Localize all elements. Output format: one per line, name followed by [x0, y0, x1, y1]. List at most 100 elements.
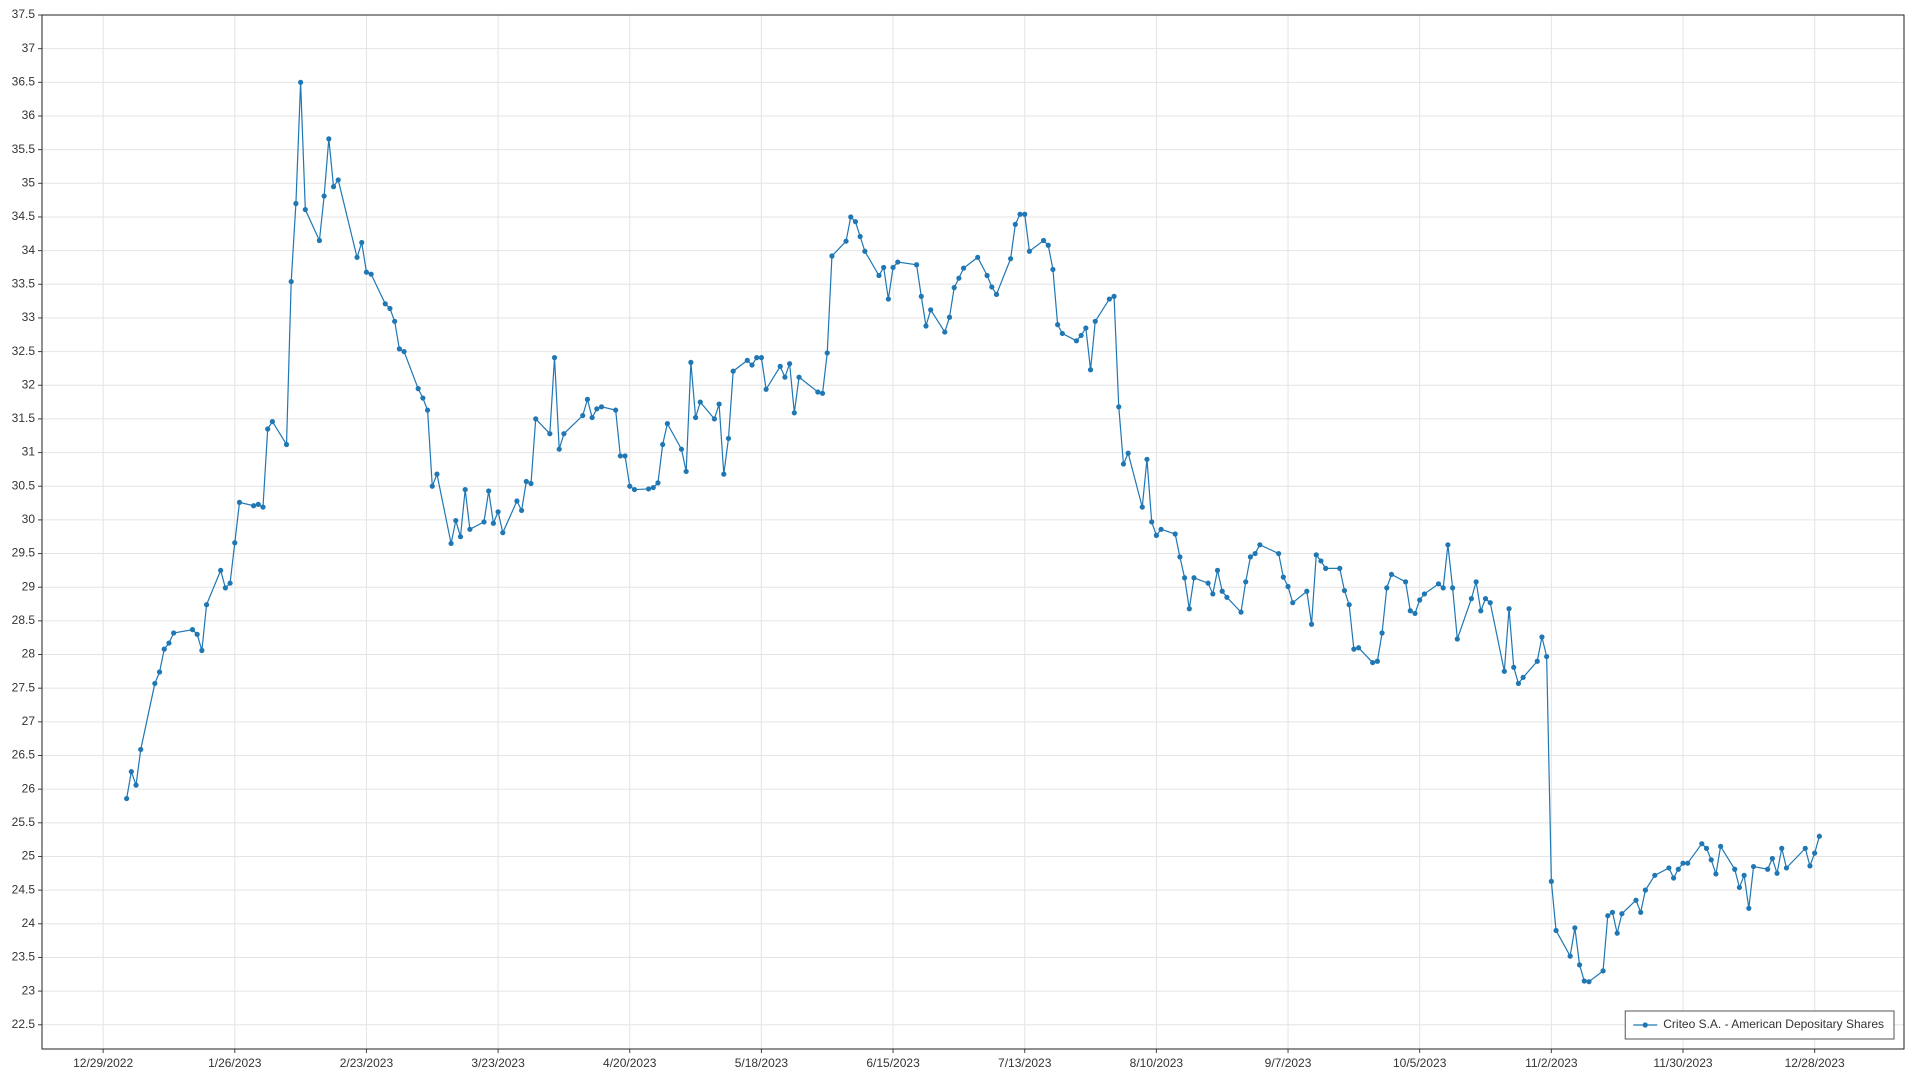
data-point	[928, 307, 934, 313]
data-point	[1078, 332, 1084, 339]
data-point	[782, 374, 788, 380]
data-point	[1539, 634, 1545, 640]
data-point	[1172, 531, 1178, 537]
data-point	[1544, 653, 1550, 660]
y-tick-label: 24	[22, 916, 36, 930]
data-point	[598, 404, 605, 410]
data-point	[523, 478, 529, 485]
data-point	[848, 214, 854, 220]
data-point	[829, 253, 835, 259]
data-point	[156, 669, 163, 675]
data-point	[133, 782, 139, 788]
data-point	[1374, 658, 1380, 664]
data-point	[1454, 636, 1460, 642]
data-point	[1050, 266, 1056, 273]
data-point	[1323, 565, 1329, 571]
data-point	[227, 580, 233, 586]
data-point	[265, 426, 271, 432]
data-point	[462, 486, 468, 493]
data-point	[744, 357, 750, 363]
data-point	[1417, 597, 1423, 603]
legend: Criteo S.A. - American Depositary Shares	[1624, 1010, 1895, 1040]
data-point	[613, 407, 619, 413]
data-point	[335, 177, 341, 183]
data-point	[993, 291, 1000, 297]
data-point	[1158, 526, 1164, 532]
data-point	[918, 293, 924, 299]
data-point	[1252, 550, 1258, 557]
data-point	[1055, 322, 1061, 328]
data-point	[401, 348, 407, 355]
data-point	[1276, 550, 1282, 557]
data-point	[650, 484, 656, 491]
data-point	[843, 238, 849, 244]
data-point	[1318, 558, 1324, 564]
data-point	[486, 488, 492, 494]
data-point	[1609, 909, 1616, 915]
data-point	[1435, 581, 1442, 587]
series-line	[126, 82, 1820, 983]
data-point	[1153, 532, 1159, 538]
data-point	[1247, 554, 1254, 560]
data-point	[1576, 962, 1583, 968]
data-point	[1633, 897, 1639, 903]
y-tick-label: 31	[22, 445, 36, 459]
data-point	[1605, 913, 1611, 919]
data-point	[547, 431, 553, 437]
data-point	[1572, 925, 1578, 931]
data-point	[1106, 296, 1112, 302]
data-point	[434, 471, 440, 477]
data-point	[1384, 585, 1390, 591]
y-tick-label: 37	[22, 41, 36, 55]
data-point	[1257, 542, 1263, 548]
data-point	[363, 269, 370, 275]
data-point	[1243, 579, 1249, 585]
data-point	[1680, 860, 1686, 866]
data-point	[392, 318, 398, 324]
data-point	[1388, 571, 1395, 578]
data-point	[1059, 330, 1065, 337]
data-point	[1120, 461, 1127, 467]
data-point	[1666, 865, 1672, 871]
data-point	[1619, 911, 1625, 917]
data-point	[956, 275, 962, 281]
data-point	[1671, 875, 1677, 881]
data-point	[222, 585, 228, 591]
data-point	[1083, 325, 1089, 331]
data-point	[161, 646, 167, 652]
x-tick-label: 8/10/2023	[1130, 1056, 1184, 1070]
data-point	[984, 272, 990, 279]
y-tick-label: 34.5	[12, 209, 36, 223]
data-point	[1501, 668, 1507, 674]
data-point	[1412, 610, 1418, 617]
data-point	[1779, 845, 1785, 851]
data-point	[551, 355, 558, 361]
data-point	[1341, 587, 1348, 594]
data-point	[819, 390, 826, 396]
data-point	[453, 517, 459, 524]
data-point	[561, 431, 567, 437]
y-tick-label: 32.5	[12, 344, 36, 358]
data-point	[1482, 596, 1489, 602]
data-point	[1280, 574, 1286, 580]
plot-frame	[41, 14, 1905, 1050]
data-point	[1816, 833, 1822, 839]
y-tick-label: 36	[22, 108, 36, 122]
data-point	[298, 79, 304, 85]
data-point	[1807, 863, 1813, 869]
x-tick-label: 12/28/2023	[1785, 1056, 1845, 1070]
x-tick-label: 2/23/2023	[340, 1056, 394, 1070]
y-tick-label: 25	[22, 849, 36, 863]
data-point	[951, 285, 957, 291]
data-point	[876, 272, 882, 279]
data-point	[960, 265, 967, 271]
data-point	[1445, 542, 1451, 548]
data-point	[913, 262, 920, 268]
data-point	[688, 359, 694, 365]
data-point	[1304, 588, 1310, 594]
data-point	[1511, 664, 1517, 670]
data-point	[1638, 909, 1644, 915]
data-point	[1111, 293, 1117, 299]
data-point	[815, 389, 821, 395]
